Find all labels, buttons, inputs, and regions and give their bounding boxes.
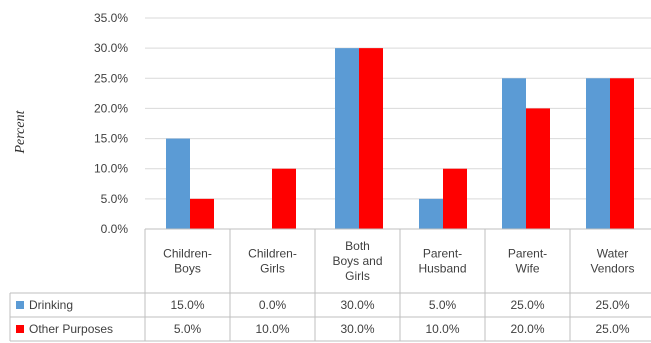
data-table-value: 30.0% bbox=[340, 298, 374, 312]
y-tick-label: 20.0% bbox=[94, 101, 128, 115]
category-label: Both bbox=[345, 239, 370, 253]
bar-drinking bbox=[166, 138, 190, 229]
category-label: Children- bbox=[248, 247, 297, 261]
bar-other-purposes bbox=[443, 168, 467, 229]
bar-drinking bbox=[335, 48, 359, 230]
bar-other-purposes bbox=[359, 48, 383, 230]
data-table-value: 10.0% bbox=[425, 322, 459, 336]
y-tick-label: 5.0% bbox=[101, 192, 129, 206]
category-label: Boys bbox=[174, 262, 201, 276]
y-tick-label: 15.0% bbox=[94, 132, 128, 146]
bar-drinking bbox=[419, 198, 443, 229]
category-label: Husband bbox=[418, 262, 466, 276]
bar-other-purposes bbox=[610, 78, 634, 230]
bar-other-purposes bbox=[190, 198, 214, 229]
data-table-value: 0.0% bbox=[259, 298, 287, 312]
data-table-value: 20.0% bbox=[510, 322, 544, 336]
data-table-value: 25.0% bbox=[510, 298, 544, 312]
category-label: Boys and bbox=[332, 254, 382, 268]
legend-label: Other Purposes bbox=[29, 322, 113, 336]
category-label: Vendors bbox=[590, 262, 634, 276]
category-label: Parent- bbox=[423, 247, 462, 261]
bar-other-purposes bbox=[272, 168, 296, 229]
category-label: Girls bbox=[260, 262, 285, 276]
category-label: Wife bbox=[516, 262, 540, 276]
data-table-value: 5.0% bbox=[429, 298, 457, 312]
y-tick-label: 35.0% bbox=[94, 11, 128, 25]
data-table-value: 10.0% bbox=[255, 322, 289, 336]
bar-other-purposes bbox=[526, 108, 550, 229]
category-label: Water bbox=[597, 247, 629, 261]
legend-label: Drinking bbox=[29, 298, 73, 312]
data-table-value: 15.0% bbox=[170, 298, 204, 312]
data-table-value: 25.0% bbox=[595, 322, 629, 336]
category-label: Parent- bbox=[508, 247, 547, 261]
data-table-value: 5.0% bbox=[174, 322, 202, 336]
data-table-value: 25.0% bbox=[595, 298, 629, 312]
bar-drinking bbox=[502, 78, 526, 230]
category-label: Girls bbox=[345, 269, 370, 283]
y-tick-label: 0.0% bbox=[101, 222, 129, 236]
legend-key bbox=[16, 301, 24, 309]
legend-key bbox=[16, 325, 24, 333]
bar-drinking bbox=[586, 78, 610, 230]
category-label: Children- bbox=[163, 247, 212, 261]
y-tick-label: 10.0% bbox=[94, 162, 128, 176]
y-tick-label: 25.0% bbox=[94, 71, 128, 85]
y-tick-label: 30.0% bbox=[94, 41, 128, 55]
data-table-value: 30.0% bbox=[340, 322, 374, 336]
